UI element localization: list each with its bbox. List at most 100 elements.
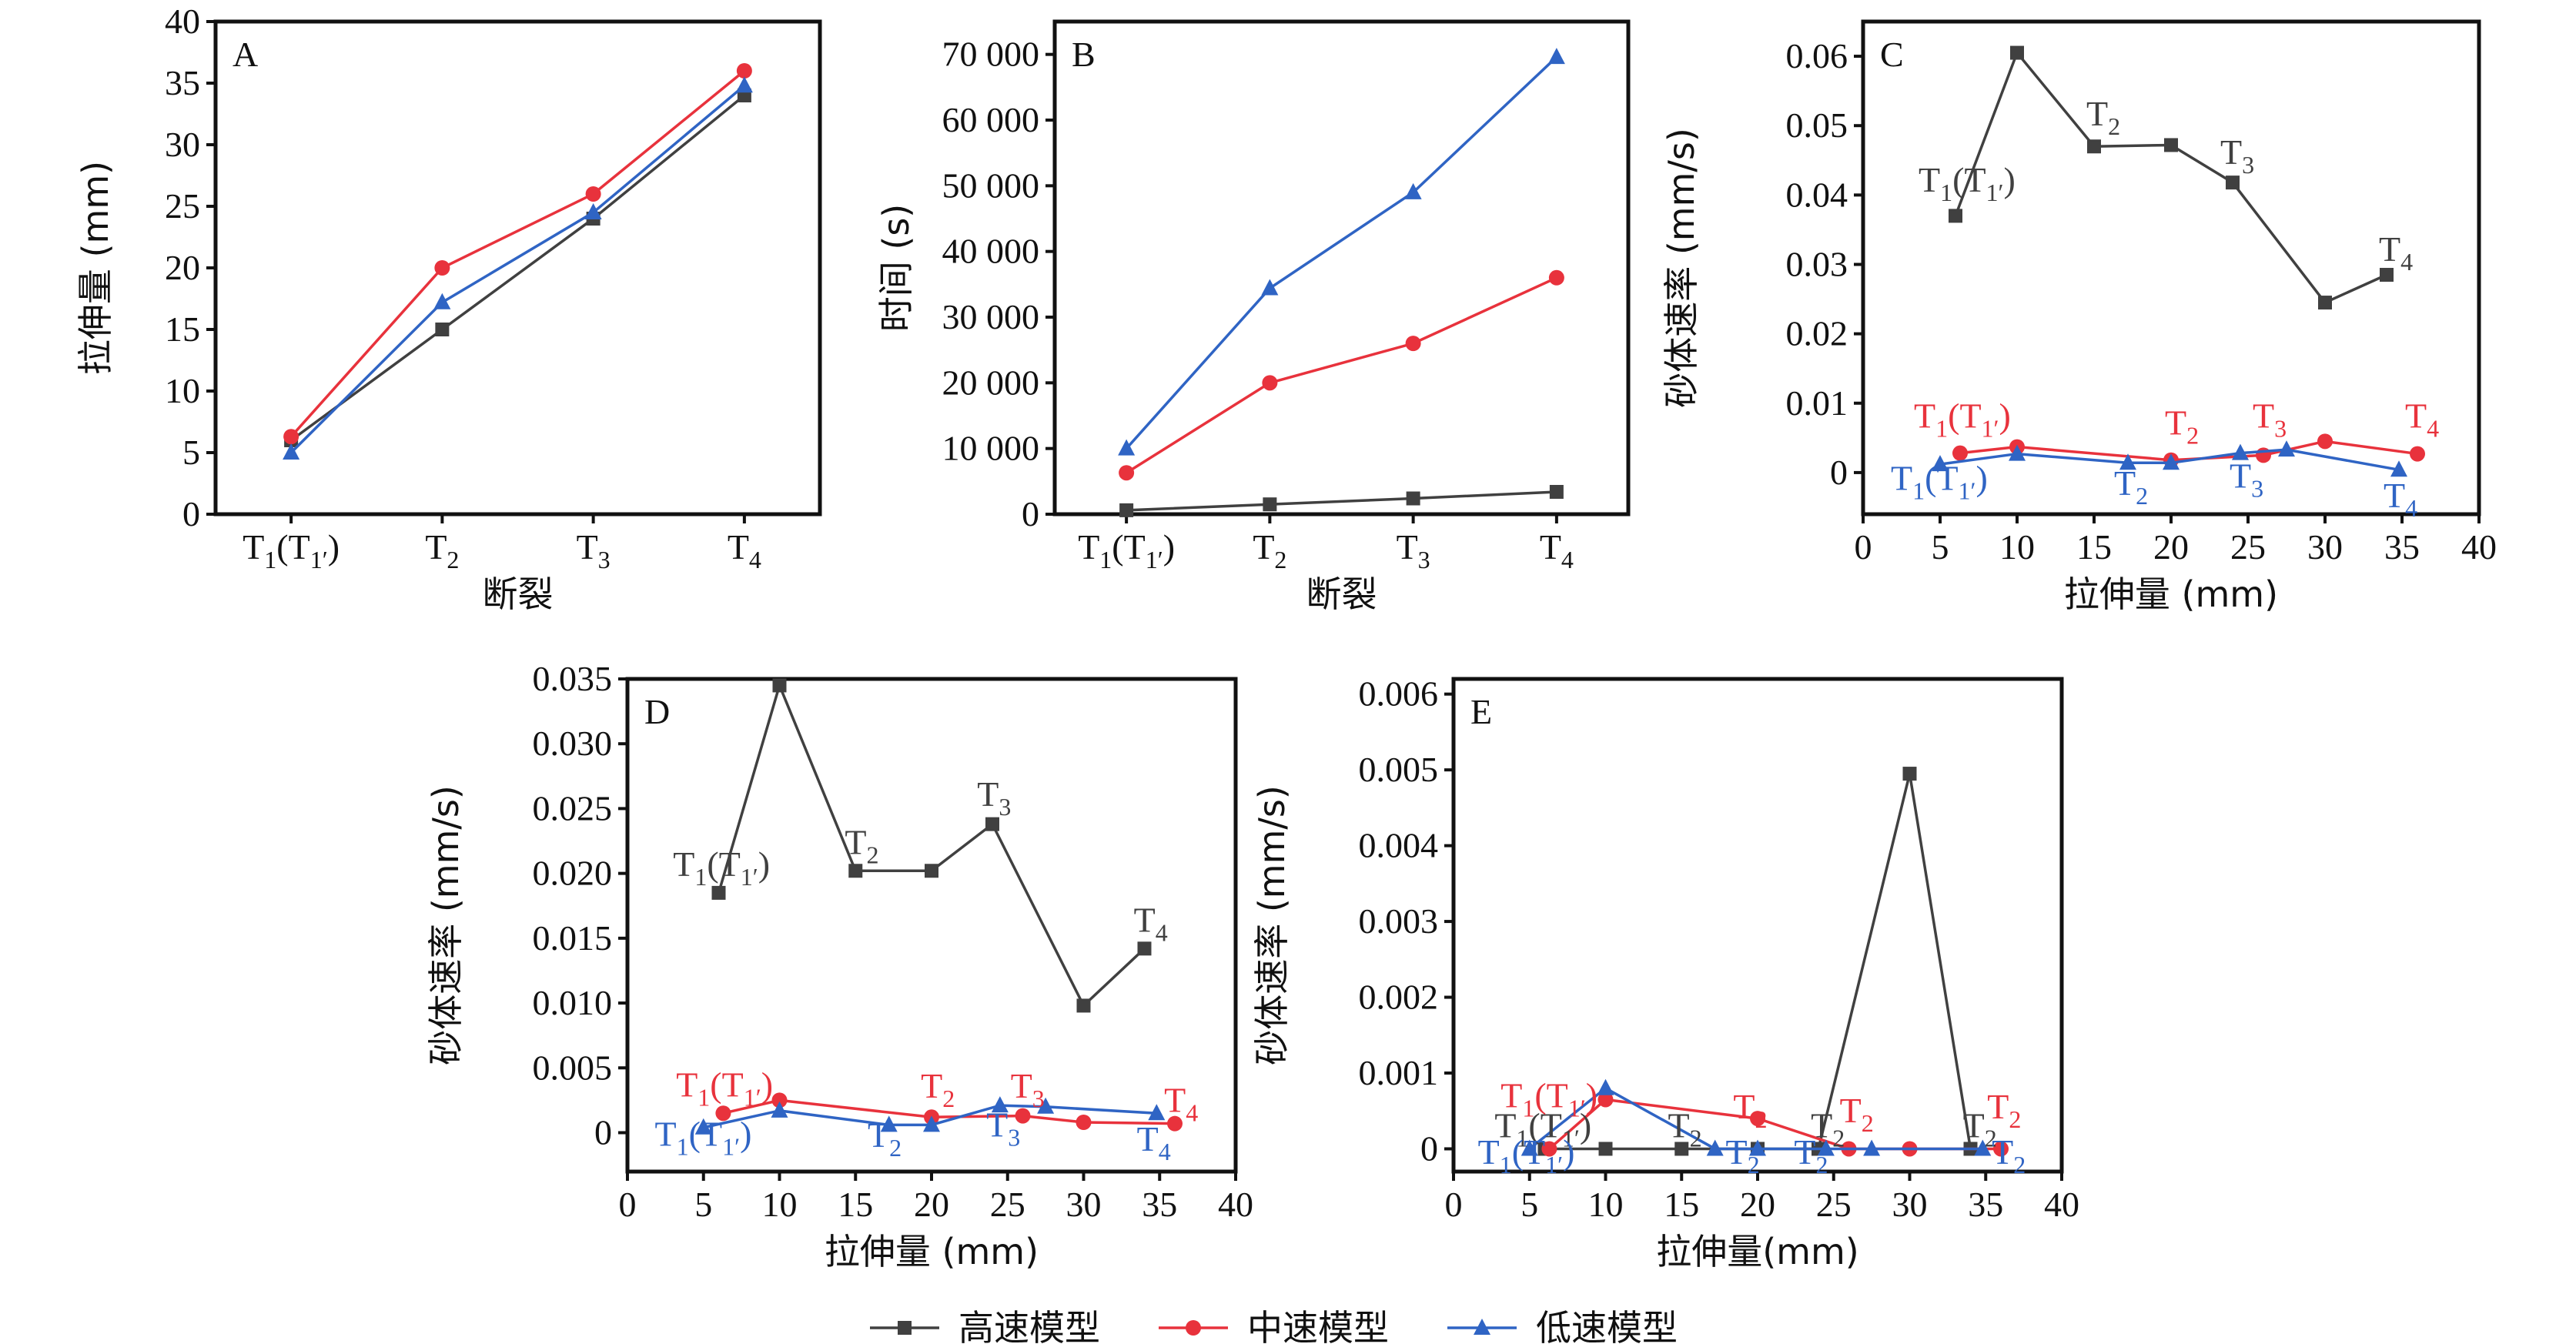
series-line [1125,55,1558,450]
data-point [711,885,726,900]
point-annotation: T2 [868,1115,902,1162]
series-low [1521,1078,1992,1156]
legend-marker [898,1321,912,1335]
x-tick-label: 20 [2153,527,2189,567]
data-point [283,443,300,460]
x-tick-label: 15 [2076,527,2112,567]
y-tick-label: 0.06 [1786,36,1848,75]
point-annotation: T4 [1137,1119,1171,1165]
data-point [1118,439,1136,456]
y-tick-label: 0.001 [1359,1053,1439,1092]
data-point [1405,336,1421,352]
point-annotation: T4 [2384,476,2417,522]
series-line [1548,1098,2001,1151]
y-tick-label: 50 000 [942,165,1040,205]
y-axis-label: 砂体速率 (mm/s) [1661,128,1702,408]
x-axis-label: 拉伸量(mm) [1656,1231,1859,1272]
point-annotation: T2 [845,822,878,868]
data-point [1750,1111,1765,1127]
data-point [2087,139,2101,154]
data-point [1263,497,1277,512]
data-point [1119,503,1134,517]
y-tick-label: 0 [1830,453,1848,492]
panel-letter: B [1072,35,1096,74]
point-annotation: T1(T1′) [1478,1132,1575,1179]
x-tick-label: 25 [1816,1185,1852,1224]
data-point [2164,138,2178,152]
y-tick-label: 35 [165,63,200,102]
series-mid [715,1092,1183,1132]
data-point [1674,1142,1689,1156]
data-point [1015,1108,1031,1124]
y-tick-label: 15 [165,309,200,349]
y-axis-label: 砂体速率 (mm/s) [425,785,467,1065]
x-tick-label: 5 [1932,527,1949,567]
panel-letter: E [1470,692,1492,731]
y-tick-label: 10 [165,371,200,410]
data-point [2278,440,2295,457]
x-tick-label: T2 [425,527,459,573]
data-point [985,817,999,831]
plot-frame [213,19,822,517]
point-annotation: T2 [2114,463,2148,510]
x-tick-label: 0 [1855,527,1872,567]
point-annotation: T3 [2253,396,2287,442]
x-tick-label: 15 [838,1185,873,1224]
data-point [880,1115,898,1132]
data-point [772,678,787,693]
data-point [1541,1141,1557,1157]
y-tick-label: 0.015 [533,918,613,958]
data-point [1137,941,1152,956]
y-tick-label: 0.04 [1786,175,1848,214]
point-annotation: T1(T1′) [1891,458,1988,504]
data-point [771,1092,788,1108]
x-tick-label: 20 [914,1185,949,1224]
data-point [433,293,451,309]
data-point [435,323,450,336]
y-axis-label: 时间 (s) [875,204,917,332]
y-tick-label: 0.05 [1786,105,1848,145]
x-axis-label: 断裂 [483,573,554,615]
x-tick-label: 30 [2307,527,2343,567]
y-tick-label: 20 [165,248,200,287]
point-annotation: T3 [986,1105,1020,1152]
legend-label: 高速模型 [958,1307,1100,1344]
legend-item-mid: 中速模型 [1159,1307,1389,1344]
x-tick-label: T3 [577,527,611,573]
point-annotation: T2 [1987,1087,2021,1133]
data-point [1548,269,1564,286]
y-tick-label: 0.003 [1359,901,1439,941]
data-point [1597,1078,1614,1095]
data-point [1817,1139,1835,1156]
data-point [584,203,602,219]
panel-a: T1(T1′) T2 T3 T4 0 5 10 15 20 25 30 35 40 A 断裂 拉伸量 (mm) [75,2,822,615]
data-point [925,864,938,878]
y-tick-label: 0.002 [1359,978,1439,1017]
data-point [1119,465,1135,481]
x-tick-label: 15 [1664,1185,1699,1224]
series-line [1126,490,1557,512]
panel-c: 0 5 10 15 20 25 30 35 40 0 0.01 0.02 0.03 0.04 0.05 0.0… [1661,19,2497,615]
data-point [1167,1115,1183,1132]
data-point [1406,491,1420,506]
y-tick-label: 0.030 [533,724,613,763]
data-point [1547,48,1565,65]
panel-letter: A [233,35,258,74]
data-point [1993,1141,2009,1157]
x-tick-label: 25 [990,1185,1025,1224]
data-point [1549,484,1564,499]
legend-item-high: 高速模型 [870,1307,1100,1344]
y-tick-label: 10 000 [942,429,1040,468]
data-point [283,429,299,445]
legend-marker [1474,1319,1490,1335]
y-tick-label: 0.02 [1786,314,1848,353]
data-point [923,1115,940,1132]
point-annotation: T4 [1164,1081,1198,1127]
data-point [2232,443,2249,460]
x-tick-label: T1(T1′) [1078,527,1175,573]
data-point [1148,1104,1166,1121]
data-point [694,1118,712,1135]
x-tick-label: T1(T1′) [243,527,340,573]
data-point [1863,1139,1881,1156]
